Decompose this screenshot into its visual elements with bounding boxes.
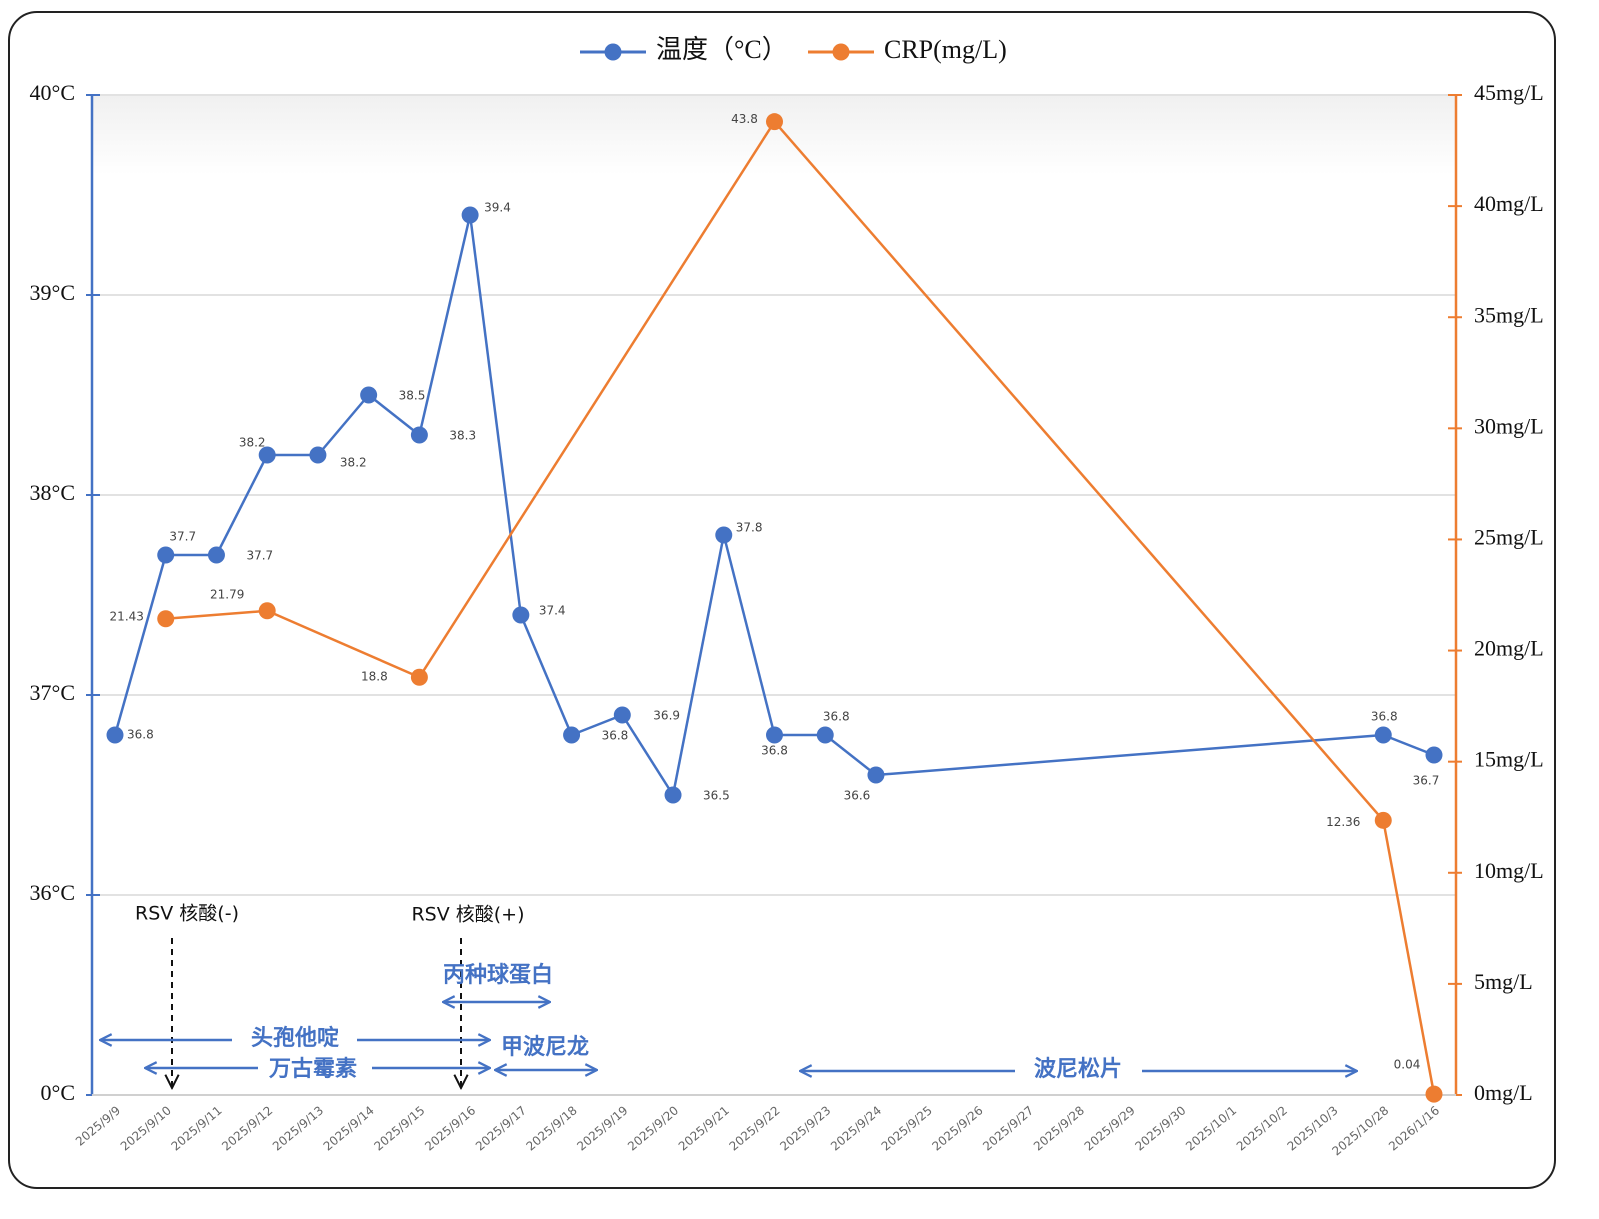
series-line	[266, 609, 420, 679]
point	[461, 206, 479, 224]
annotation: RSV 核酸(+)	[411, 904, 524, 926]
point	[1425, 1085, 1443, 1103]
y2-tick-label: 15mg/L	[1474, 747, 1544, 772]
series-line	[621, 714, 675, 796]
legend-label: 温度（°C）	[656, 35, 788, 64]
y2-tick-label: 35mg/L	[1474, 302, 1544, 327]
point	[1374, 811, 1392, 829]
legend-marker	[832, 43, 850, 61]
point	[410, 426, 428, 444]
point	[613, 706, 631, 724]
annotation: 丙种球蛋白	[443, 962, 553, 987]
series-line	[468, 214, 523, 616]
annotation: 万古霉素	[268, 1056, 357, 1081]
series-line	[722, 534, 776, 736]
y2-tick-label: 45mg/L	[1474, 80, 1544, 105]
point	[512, 606, 530, 624]
series-line	[113, 554, 167, 736]
point	[258, 446, 276, 464]
data-label: 39.4	[484, 201, 511, 215]
data-label: 37.4	[539, 604, 566, 618]
point	[1425, 746, 1443, 764]
data-label: 36.6	[844, 789, 871, 803]
legend-marker	[604, 43, 622, 61]
data-label: 18.8	[361, 670, 388, 684]
point	[867, 766, 885, 784]
point	[766, 113, 783, 131]
y-tick-label: 0°C	[41, 1080, 75, 1105]
data-label: 37.8	[736, 521, 763, 535]
series-line	[215, 454, 269, 556]
series-line	[316, 394, 370, 456]
annotation: 波尼松片	[1034, 1056, 1122, 1081]
series-line	[773, 120, 1385, 822]
y2-tick-label: 40mg/L	[1474, 191, 1544, 216]
data-label: 36.8	[602, 729, 629, 743]
annotation: RSV 核酸(-)	[135, 903, 239, 925]
point	[664, 786, 682, 804]
data-label: 21.43	[110, 609, 144, 623]
data-label: 38.2	[239, 436, 266, 450]
point	[157, 610, 175, 628]
data-label: 36.8	[127, 728, 154, 742]
y2-tick-label: 20mg/L	[1474, 636, 1544, 661]
point	[1374, 726, 1392, 744]
series-line	[367, 394, 421, 436]
series-line	[165, 609, 268, 621]
y2-tick-label: 5mg/L	[1474, 969, 1533, 994]
data-label: 43.8	[731, 112, 758, 126]
y-tick-label: 36°C	[30, 880, 75, 905]
point	[360, 386, 378, 404]
y-tick-label: 39°C	[30, 280, 75, 305]
data-label: 12.36	[1326, 815, 1360, 829]
data-label: 21.79	[210, 587, 244, 601]
data-label: 38.5	[399, 389, 426, 403]
point	[309, 446, 327, 464]
point	[816, 726, 834, 744]
y-tick-label: 38°C	[30, 480, 75, 505]
data-label: 38.2	[340, 456, 367, 470]
point	[258, 602, 276, 620]
point	[157, 546, 175, 564]
data-label: 0.04	[1394, 1058, 1421, 1072]
data-label: 36.8	[1371, 710, 1398, 724]
data-label: 37.7	[169, 530, 196, 544]
y2-tick-label: 30mg/L	[1474, 413, 1544, 438]
y2-tick-label: 10mg/L	[1474, 858, 1544, 883]
point	[715, 526, 733, 544]
plot-area	[92, 95, 1456, 1095]
series-line	[1382, 733, 1435, 757]
y-tick-label: 37°C	[30, 680, 75, 705]
point	[766, 726, 783, 744]
data-label: 36.9	[653, 709, 680, 723]
series-line	[418, 214, 472, 436]
series-line	[875, 733, 1384, 777]
data-label: 36.8	[761, 744, 788, 758]
point	[106, 726, 124, 744]
series-line	[418, 120, 776, 678]
series-line	[519, 614, 573, 736]
data-label: 38.3	[449, 429, 476, 443]
annotation: 甲波尼龙	[501, 1034, 589, 1059]
data-label: 36.7	[1413, 774, 1440, 788]
point	[207, 546, 225, 564]
series-line	[824, 734, 877, 776]
series-line	[671, 534, 725, 796]
annotation: 头孢他啶	[251, 1025, 339, 1050]
data-label: 37.7	[246, 549, 273, 563]
series-line	[1382, 820, 1436, 1095]
point	[563, 726, 581, 744]
y2-tick-label: 25mg/L	[1474, 524, 1544, 549]
legend-label: CRP(mg/L)	[884, 35, 1007, 64]
series-line	[571, 713, 623, 737]
data-label: 36.8	[823, 710, 850, 724]
data-label: 36.5	[703, 789, 730, 803]
y-tick-label: 40°C	[30, 80, 75, 105]
y2-tick-label: 0mg/L	[1474, 1080, 1533, 1105]
point	[410, 668, 428, 686]
